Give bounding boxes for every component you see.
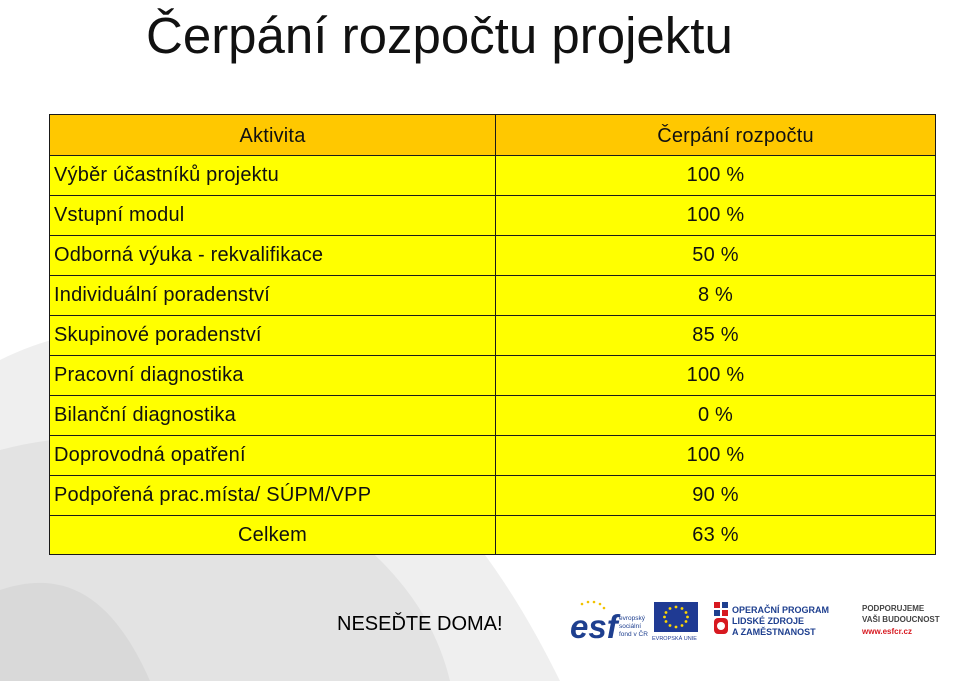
row-activity: Podpořená prac.místa/ SÚPM/VPP [49, 475, 496, 516]
op-text-line1: OPERAČNÍ PROGRAM [732, 604, 829, 615]
support-line2: VAŠI BUDOUCNOST [862, 615, 940, 624]
row-activity: Doprovodná opatření [49, 435, 496, 476]
row-usage: 100 % [495, 155, 936, 196]
esf-text-line2: sociální [619, 623, 641, 630]
table-row: Doprovodná opatření 100 % [49, 435, 936, 476]
row-usage: 8 % [495, 275, 936, 316]
page-title: Čerpání rozpočtu projektu [146, 7, 733, 64]
table-row: Vstupní modul 100 % [49, 195, 936, 236]
row-activity: Individuální poradenství [49, 275, 496, 316]
row-usage: 85 % [495, 315, 936, 356]
op-lzz-logo-icon: OPERAČNÍ PROGRAM LIDSKÉ ZDROJE A ZAMĚSTN… [714, 602, 829, 637]
table-row: Skupinové poradenství 85 % [49, 315, 936, 356]
eu-label: EVROPSKÁ UNIE [652, 635, 697, 642]
row-activity: Skupinové poradenství [49, 315, 496, 356]
total-usage: 63 % [495, 515, 936, 555]
table-row: Pracovní diagnostika 100 % [49, 355, 936, 396]
support-line1: PODPORUJEME [862, 604, 925, 613]
row-activity: Vstupní modul [49, 195, 496, 236]
row-activity: Pracovní diagnostika [49, 355, 496, 396]
row-usage: 0 % [495, 395, 936, 436]
op-text-line3: A ZAMĚSTNANOST [732, 626, 816, 637]
row-usage: 100 % [495, 195, 936, 236]
table-row: Individuální poradenství 8 % [49, 275, 936, 316]
header-usage: Čerpání rozpočtu [495, 114, 936, 156]
support-logo: PODPORUJEME VAŠI BUDOUCNOST www.esfcr.cz [861, 604, 940, 636]
table-total-row: Celkem 63 % [49, 515, 936, 555]
row-activity: Výběr účastníků projektu [49, 155, 496, 196]
total-label: Celkem [49, 515, 496, 555]
table-row: Bilanční diagnostika 0 % [49, 395, 936, 436]
row-usage: 90 % [495, 475, 936, 516]
eu-flag-icon: EVROPSKÁ UNIE [652, 602, 698, 642]
row-usage: 50 % [495, 235, 936, 276]
esf-text-line1: evropský [619, 615, 646, 622]
esf-logo-icon: esf evropský sociální fond v ČR [570, 600, 648, 645]
table-header-row: Aktivita Čerpání rozpočtu [49, 114, 936, 156]
funding-logos: esf evropský sociální fond v ČR EVROPSKÁ… [570, 600, 940, 645]
esf-logo-mark: esf [570, 608, 621, 645]
support-url: www.esfcr.cz [861, 627, 912, 636]
table-row: Výběr účastníků projektu 100 % [49, 155, 936, 196]
slogan-text: NESEĎTE DOMA! [337, 613, 503, 635]
row-activity: Odborná výuka - rekvalifikace [49, 235, 496, 276]
row-usage: 100 % [495, 435, 936, 476]
budget-table: Aktivita Čerpání rozpočtu Výběr účastník… [49, 114, 936, 555]
op-text-line2: LIDSKÉ ZDROJE [732, 616, 804, 626]
row-usage: 100 % [495, 355, 936, 396]
header-activity: Aktivita [49, 114, 496, 156]
table-row: Odborná výuka - rekvalifikace 50 % [49, 235, 936, 276]
esf-text-line3: fond v ČR [619, 629, 648, 638]
row-activity: Bilanční diagnostika [49, 395, 496, 436]
table-row: Podpořená prac.místa/ SÚPM/VPP 90 % [49, 475, 936, 516]
